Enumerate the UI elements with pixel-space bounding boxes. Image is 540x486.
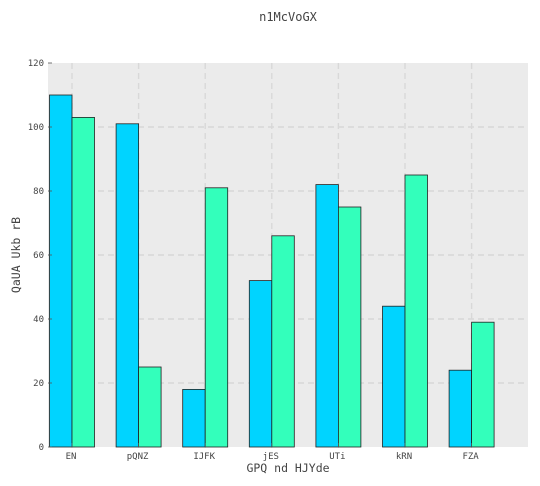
y-tick-label: 100: [28, 123, 44, 133]
chart-title: n1McVoGX: [259, 10, 318, 24]
bar: [182, 388, 206, 448]
bar: [337, 206, 362, 448]
bar: [138, 366, 162, 448]
bar: [71, 117, 95, 448]
x-tick-label: UTi: [329, 452, 345, 462]
x-axis-ticks: EN pQNZ IJFK jES UTi kRN FZA: [66, 443, 479, 462]
bar: [271, 235, 295, 448]
x-tick-label: kRN: [396, 452, 412, 462]
bar: [49, 94, 73, 448]
y-axis-ticks: 0 20 40 60 80 100 120: [28, 59, 52, 453]
x-tick-label: pQNZ: [127, 452, 149, 462]
y-tick-label: 120: [28, 59, 44, 69]
x-tick-label: EN: [66, 452, 77, 462]
y-axis-label: QaUA Ukb rB: [9, 217, 23, 293]
bars: [49, 94, 495, 448]
bar: [248, 280, 273, 448]
x-axis-label: GPQ nd HJYde: [246, 461, 329, 475]
bar: [448, 369, 473, 448]
bar: [471, 321, 495, 448]
y-tick-label: 20: [33, 379, 44, 389]
x-tick-label: FZA: [462, 452, 479, 462]
y-tick-label: 80: [33, 187, 44, 197]
y-tick-label: 60: [33, 251, 44, 261]
y-tick-label: 40: [33, 315, 44, 325]
x-tick-label: jES: [263, 452, 279, 462]
y-tick-label: 0: [39, 443, 44, 453]
bar: [115, 123, 139, 448]
bar: [315, 184, 339, 448]
x-tick-label: IJFK: [193, 452, 215, 462]
bar: [404, 174, 428, 448]
bar: [204, 187, 229, 448]
bar: [382, 305, 406, 448]
